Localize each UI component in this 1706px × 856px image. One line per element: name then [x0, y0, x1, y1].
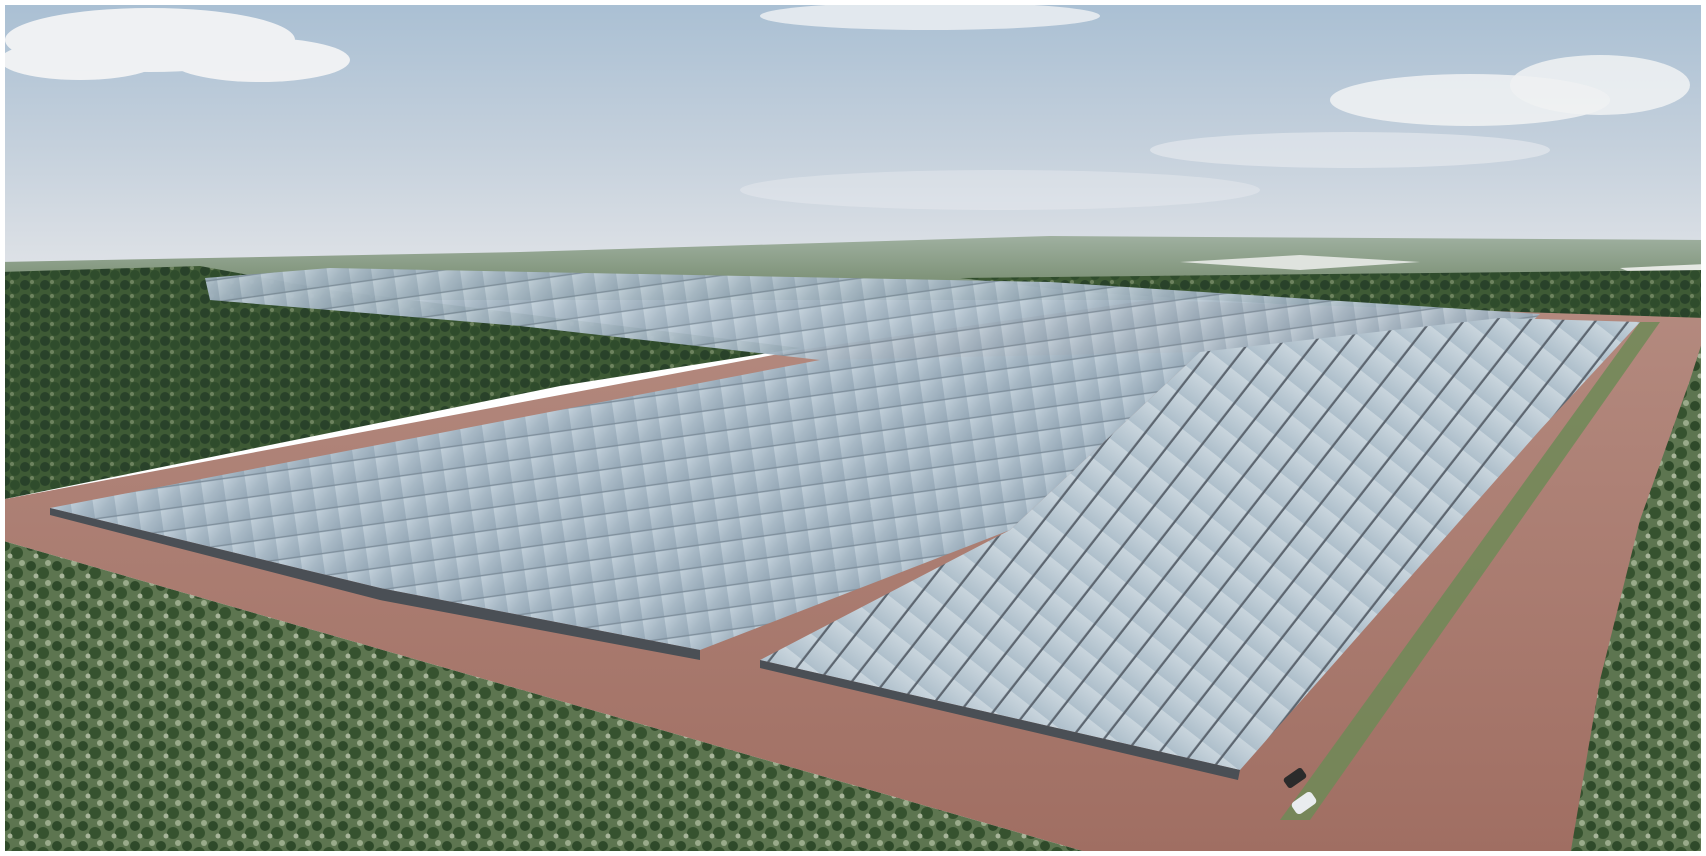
solar-array-left-shadow	[50, 508, 700, 660]
distant-fields-light	[1180, 255, 1420, 270]
solar-array-right	[760, 318, 1640, 770]
vehicle-dark	[1283, 767, 1307, 789]
far-treeline	[960, 270, 1706, 320]
access-track	[1280, 322, 1660, 820]
right-vegetation	[1570, 330, 1706, 856]
vehicle-white	[1291, 791, 1317, 815]
solar-array-right-shadow	[760, 660, 1240, 780]
solar-array-left	[50, 352, 1200, 650]
foreground-vegetation	[0, 540, 1100, 856]
solar-array-far	[205, 268, 1540, 360]
clouds	[0, 2, 1690, 210]
